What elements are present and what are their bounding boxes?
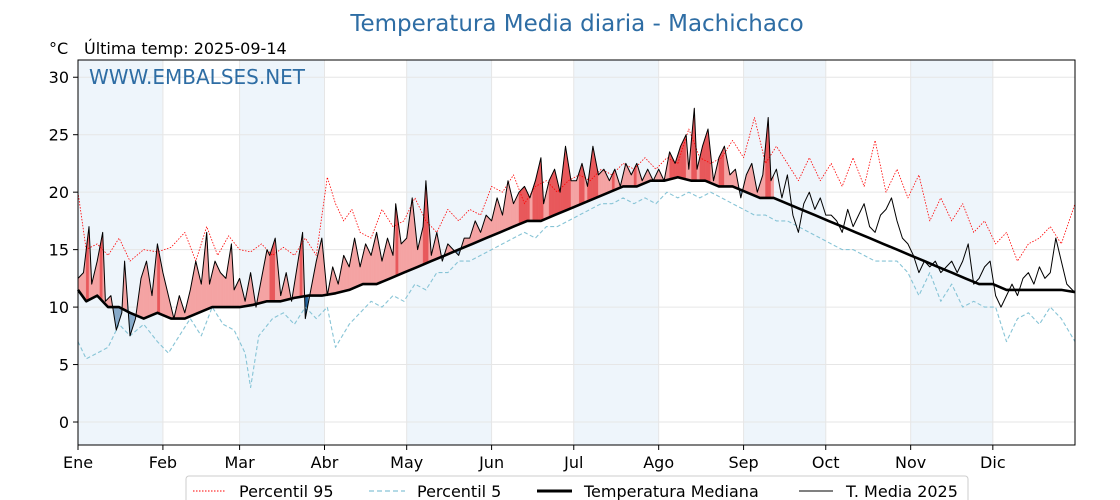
anomaly-fill-above [598,171,602,198]
legend-label-current: T. Media 2025 [845,482,958,500]
anomaly-fill-above [214,261,218,308]
current-year-line [77,107,1076,337]
x-tick-label: Feb [149,453,177,472]
anomaly-fill-above [485,214,490,239]
y-tick-label: 15 [49,241,69,260]
p95-line [77,117,1076,262]
legend-label-median: Temperatura Mediana [583,482,759,500]
plot-area [76,60,1076,445]
anomaly-fill-above [403,237,407,273]
anomaly-fill-above [683,134,687,180]
month-band [910,60,993,445]
anomaly-fill-above [573,180,577,208]
p5-line [77,191,1076,389]
anomaly-fill-above [365,243,369,285]
y-tick-label: 25 [49,126,69,145]
month-band [239,60,325,445]
watermark-text: WWW.EMBALSES.NET [89,65,306,89]
x-tick-label: Abr [311,453,339,472]
anomaly-fill-above [272,238,276,302]
y-tick-label: 10 [49,298,69,317]
anomaly-fill-above [548,174,552,218]
anomaly-fill-above [551,169,555,217]
anomaly-fill-above [401,240,405,275]
y-tick-label: 5 [59,356,69,375]
last-temp-label: Última temp: 2025-09-14 [84,39,287,58]
x-axis: Ene Feb Mar Abr May Jun Jul Ago Sep Oct Nov Dic [63,445,1006,472]
x-tick-label: Jun [478,453,504,472]
y-axis: 0 5 10 15 20 25 30 [49,68,78,432]
anomaly-fill-above [570,180,574,209]
x-tick-label: Mar [225,453,256,472]
y-tick-label: 30 [49,68,69,87]
x-tick-label: Ago [643,453,674,472]
x-tick-label: Oct [812,453,840,472]
y-axis-unit: °C [49,39,68,58]
anomaly-fill-above [721,146,725,187]
legend-label-p5: Percentil 5 [417,482,501,500]
chart-title: Temperatura Media diaria - Machichaco [349,11,803,37]
legend-box [185,475,969,500]
legend: Percentil 95 Percentil 5 Temperatura Med… [185,475,969,500]
x-tick-label: Dic [980,453,1006,472]
anomaly-fill-above [266,249,270,302]
anomaly-fill-above [601,168,605,196]
series-lines [76,107,1076,389]
x-tick-label: Nov [895,453,926,472]
month-band [573,60,659,445]
anomaly-fill-above [217,266,221,308]
month-band [743,60,826,445]
y-tick-label: 20 [49,183,69,202]
anomaly-fill-above [220,272,224,308]
x-tick-label: May [390,453,423,472]
x-tick-label: Ene [63,453,93,472]
x-tick-label: Jul [563,453,583,472]
x-tick-label: Sep [729,453,759,472]
legend-label-p95: Percentil 95 [239,482,334,500]
anomaly-fill-above [521,185,525,224]
y-tick-label: 0 [59,413,69,432]
median-line [76,175,1076,320]
plot-frame [77,59,1076,446]
anomaly-fill-above [222,274,227,308]
month-bands [78,60,993,445]
month-band [78,60,163,445]
